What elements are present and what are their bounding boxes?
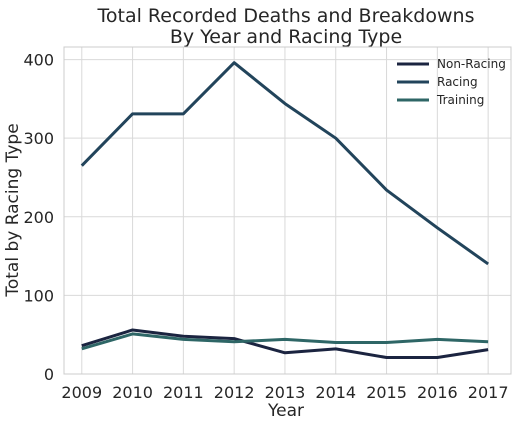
y-tick-label: 400 <box>23 51 54 70</box>
legend-label: Racing <box>437 75 478 89</box>
chart-title-line-2: By Year and Racing Type <box>170 26 402 48</box>
legend-label: Non-Racing <box>437 57 506 71</box>
plot-frame <box>63 46 512 375</box>
series-line-training <box>81 332 489 351</box>
legend: Non-Racing Racing Training <box>397 57 506 107</box>
y-tick-label: 300 <box>23 129 54 148</box>
x-tick-label: 2016 <box>417 383 458 402</box>
y-tick-label: 200 <box>23 208 54 227</box>
chart-title-line-1: Total Recorded Deaths and Breakdowns <box>97 5 475 27</box>
y-axis-label: Total by Racing Type <box>3 123 23 297</box>
x-tick-label: 2013 <box>265 383 306 402</box>
series-lines <box>80 61 490 359</box>
y-tick-label: 100 <box>23 286 54 305</box>
x-tick-label: 2012 <box>214 383 255 402</box>
series-line-racing <box>80 61 490 266</box>
x-tick-label: 2011 <box>163 383 204 402</box>
y-tick-label: 0 <box>44 365 54 384</box>
grid-lines <box>64 47 511 375</box>
x-axis-label: Year <box>267 401 304 421</box>
series-line-non-racing <box>81 328 489 359</box>
x-tick-label: 2015 <box>366 383 407 402</box>
x-tick-labels: 2009 2010 2011 2012 2013 2014 2015 2016 2017 <box>61 383 508 402</box>
x-tick-label: 2010 <box>112 383 153 402</box>
x-tick-label: 2014 <box>315 383 356 402</box>
x-tick-label: 2009 <box>61 383 102 402</box>
y-tick-labels: 0 100 200 300 400 <box>23 51 54 384</box>
legend-label: Training <box>436 93 484 107</box>
x-tick-label: 2017 <box>468 383 509 402</box>
